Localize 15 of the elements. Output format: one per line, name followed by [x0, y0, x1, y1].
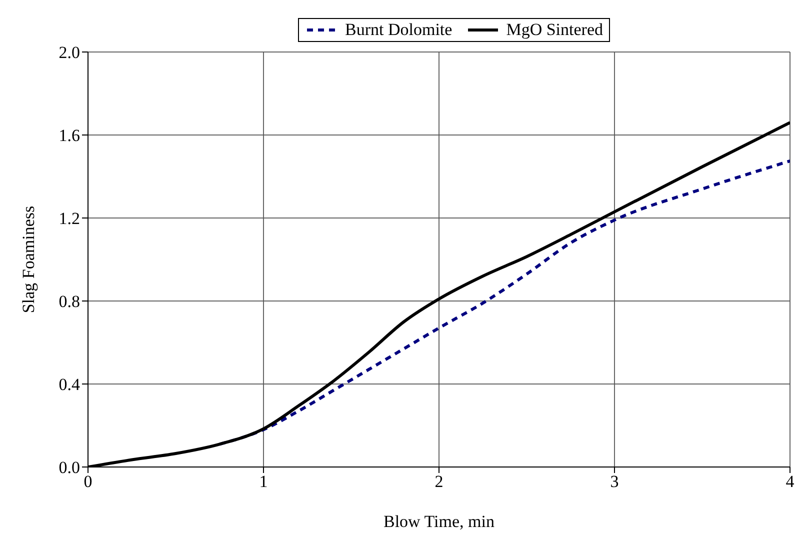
y-tick-label: 2.0: [58, 43, 80, 62]
legend-label: MgO Sintered: [506, 20, 603, 40]
y-tick-label: 0.8: [58, 292, 80, 312]
x-tick-label: 3: [610, 472, 619, 492]
x-axis-title: Blow Time, min: [383, 512, 495, 532]
y-tick-label: 1.2: [58, 209, 80, 228]
y-axis-title: Slag Foaminess: [19, 206, 38, 314]
x-tick-label: 0: [84, 472, 92, 492]
y-tick-label: 0.0: [58, 458, 80, 478]
x-tick-label: 2: [434, 472, 444, 492]
y-tick-label: 1.6: [58, 126, 80, 146]
legend-label: Burnt Dolomite: [345, 20, 452, 40]
x-tick-label: 1: [259, 472, 268, 492]
y-tick-label: 0.4: [58, 375, 80, 394]
x-tick-label: 4: [786, 472, 795, 492]
